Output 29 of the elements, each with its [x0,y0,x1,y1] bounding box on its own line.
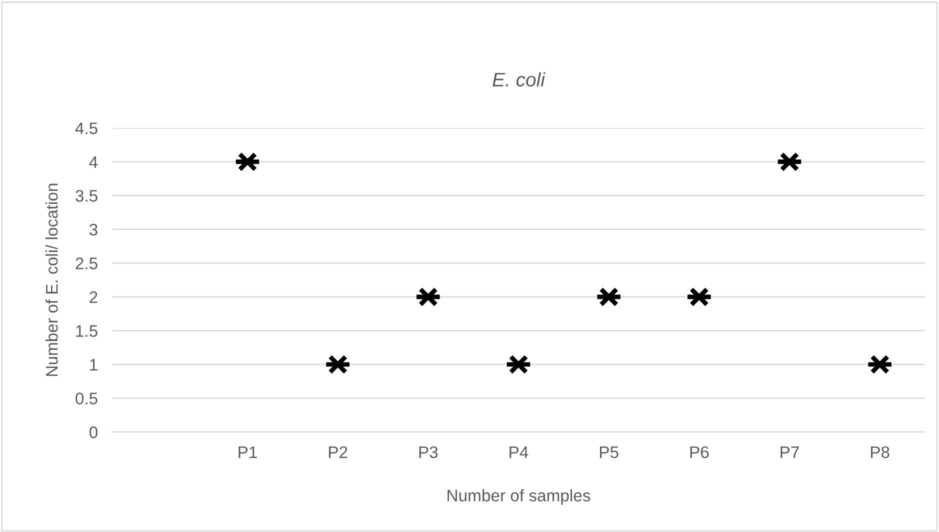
x-tick-label: P5 [600,446,618,458]
point [780,152,800,172]
y-tick-label: 4 [89,156,98,168]
point [328,354,348,374]
y-tick-label: 1 [90,359,98,370]
point [508,354,528,374]
chart-title: E. coli [492,72,546,87]
y-axis-title: Number of E. coli/ location [46,184,58,376]
x-tick-label: P1 [238,446,257,458]
y-tick-label: 3.5 [76,190,98,202]
x-tick-label: P3 [419,446,438,458]
point [689,287,709,307]
x-tick-label: P2 [329,446,348,458]
y-tick-label: 0.5 [76,392,98,404]
y-tick-label: 1.5 [76,325,98,337]
y-tick-label: 0 [89,426,98,438]
y-tick-label: 3 [89,224,98,236]
y-tick-label: 2 [90,291,98,303]
x-tick-label: P4 [510,446,528,458]
x-axis-title: Number of samples [448,489,590,505]
y-tick-label: 2.5 [76,258,98,270]
point [418,287,438,307]
x-tick-label: P8 [871,446,890,458]
point [870,354,890,374]
x-tick-label: P6 [690,446,709,458]
x-tick-label: P7 [780,446,799,458]
y-tick-label: 4.5 [75,122,98,134]
point [238,152,258,172]
point [599,287,619,307]
